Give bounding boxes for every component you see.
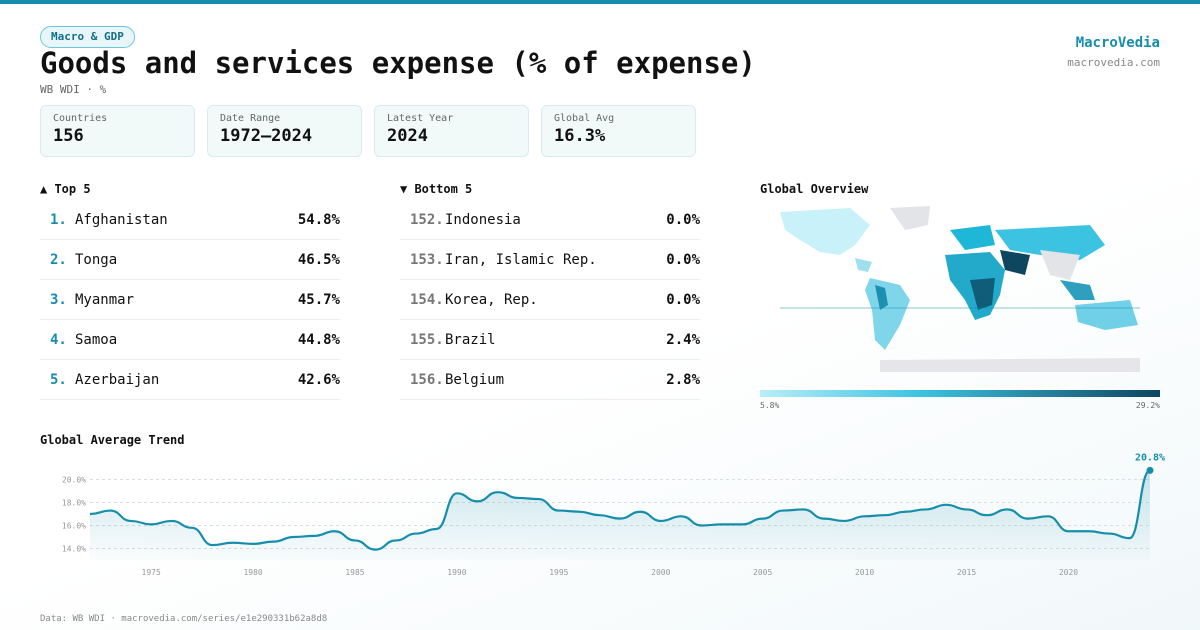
rank-row[interactable]: 154. Korea, Rep. 0.0% <box>400 280 700 320</box>
x-tick-label: 1975 <box>142 568 161 577</box>
stat-value: 16.3% <box>554 126 606 146</box>
trend-chart: 14.0% 16.0% 18.0% 20.0% 1975 1980 1985 1990 1995… <box>62 452 1165 577</box>
rank-row[interactable]: 3. Myanmar 45.7% <box>40 280 340 320</box>
x-tick-label: 2000 <box>651 568 670 577</box>
country: Korea, Rep. <box>445 292 538 308</box>
rank: 154. <box>410 292 444 308</box>
country: Indonesia <box>445 212 521 228</box>
rank-row[interactable]: 153. Iran, Islamic Rep. 0.0% <box>400 240 700 280</box>
country: Azerbaijan <box>75 372 160 388</box>
value: 0.0% <box>666 212 700 228</box>
country: Afghanistan <box>75 212 168 228</box>
section-title: Global Overview <box>760 182 869 196</box>
value: 54.8% <box>297 212 340 228</box>
country: Tonga <box>75 252 118 268</box>
value: 2.8% <box>666 372 700 388</box>
x-tick-label: 1990 <box>447 568 466 577</box>
line <box>89 469 1151 551</box>
y-tick-label: 16.0% <box>62 522 86 531</box>
stat-card: Countries 156 <box>40 105 195 157</box>
country: Belgium <box>445 372 505 388</box>
x-tick-label: 2005 <box>753 568 772 577</box>
section-title: ▼ Bottom 5 <box>400 182 473 196</box>
rank-row[interactable]: 5. Azerbaijan 42.6% <box>40 360 340 400</box>
value: 0.0% <box>666 292 700 308</box>
rank: 1. <box>50 212 67 228</box>
stat-label: Global Avg <box>554 113 615 124</box>
rank-row[interactable]: 4. Samoa 44.8% <box>40 320 340 360</box>
site[interactable]: macrovedia.com <box>1067 56 1160 69</box>
rank: 156. <box>410 372 444 388</box>
stat-value: 1972–2024 <box>220 126 313 146</box>
rank: 153. <box>410 252 444 268</box>
top-bar <box>0 0 1200 4</box>
category-tag[interactable]: Macro & GDP <box>40 26 135 48</box>
x-tick-label: 1995 <box>549 568 568 577</box>
value: 46.5% <box>297 252 340 268</box>
rank: 2. <box>50 252 67 268</box>
scale-min: 5.8% <box>760 401 779 410</box>
y-tick-label: 14.0% <box>62 545 86 554</box>
rank: 4. <box>50 332 67 348</box>
rank: 5. <box>50 372 67 388</box>
brand[interactable]: MacroVedia <box>1075 35 1160 51</box>
rank-row[interactable]: 1. Afghanistan 54.8% <box>40 200 340 240</box>
point <box>1146 466 1154 474</box>
value: 2.4% <box>666 332 700 348</box>
rank: 152. <box>410 212 444 228</box>
stat-label: Countries <box>53 113 108 124</box>
value: 45.7% <box>297 292 340 308</box>
stat-value: 2024 <box>387 126 428 146</box>
x-tick-label: 2010 <box>855 568 874 577</box>
section-title: ▲ Top 5 <box>40 182 91 196</box>
stat-card: Date Range 1972–2024 <box>207 105 362 157</box>
rank-row[interactable]: 155. Brazil 2.4% <box>400 320 700 360</box>
x-tick-label: 1985 <box>345 568 364 577</box>
stat-label: Latest Year <box>387 113 454 124</box>
rank-row[interactable]: 156. Belgium 2.8% <box>400 360 700 400</box>
country: Brazil <box>445 332 496 348</box>
rank: 155. <box>410 332 444 348</box>
x-tick-label: 2020 <box>1059 568 1078 577</box>
rank-row[interactable]: 152. Indonesia 0.0% <box>400 200 700 240</box>
subtitle: WB WDI · % <box>40 83 107 96</box>
y-tick-label: 18.0% <box>62 499 86 508</box>
value: 42.6% <box>297 372 340 388</box>
country: Myanmar <box>75 292 135 308</box>
value: 44.8% <box>297 332 340 348</box>
country: Iran, Islamic Rep. <box>445 252 597 268</box>
scale-max: 29.2% <box>1136 401 1160 410</box>
x-tick-label: 2015 <box>957 568 976 577</box>
page-title: Goods and services expense (% of expense… <box>40 46 756 80</box>
rank-row[interactable]: 2. Tonga 46.5% <box>40 240 340 280</box>
map-land <box>780 206 1140 372</box>
area <box>90 470 1150 560</box>
value: 0.0% <box>666 252 700 268</box>
x-tick-label: 1980 <box>243 568 262 577</box>
footer: Data: WB WDI · macrovedia.com/series/e1e… <box>40 614 328 624</box>
country: Samoa <box>75 332 118 348</box>
stat-label: Date Range <box>220 113 281 124</box>
rank: 3. <box>50 292 67 308</box>
y-tick-label: 20.0% <box>62 476 86 485</box>
stat-card: Latest Year 2024 <box>374 105 529 157</box>
stat-card: Global Avg 16.3% <box>541 105 696 157</box>
world-map: 5.8% 29.2% <box>760 206 1160 410</box>
color-scale <box>760 390 1160 397</box>
stat-value: 156 <box>53 126 84 146</box>
chart-title: Global Average Trend <box>40 433 185 447</box>
value-label: 20.8% <box>1135 452 1165 463</box>
